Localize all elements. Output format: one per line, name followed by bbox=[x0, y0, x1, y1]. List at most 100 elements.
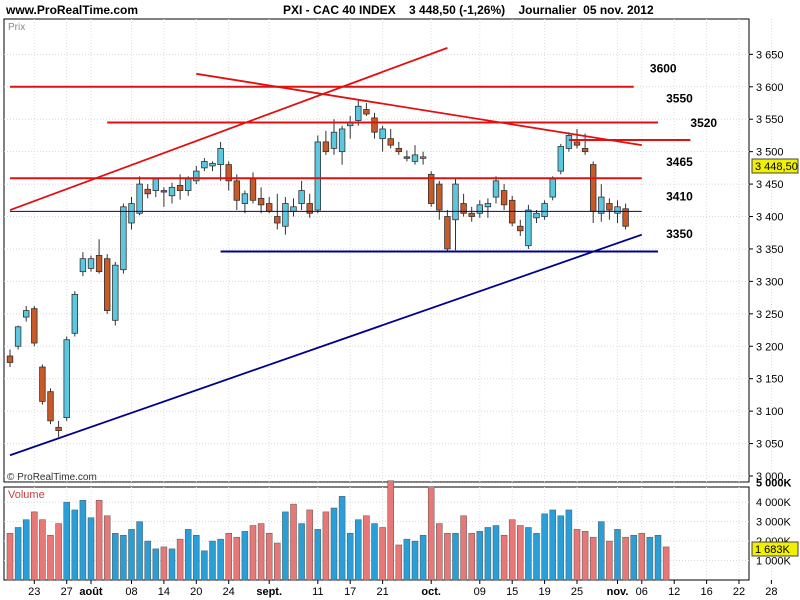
time-tick-label: 08 bbox=[125, 586, 137, 598]
volume-bar bbox=[379, 527, 386, 581]
candle-body bbox=[322, 141, 330, 153]
candle-body bbox=[136, 183, 143, 214]
volume-bar bbox=[508, 519, 516, 581]
volume-bar bbox=[557, 515, 565, 581]
volume-bar bbox=[144, 540, 151, 581]
volume-bar bbox=[128, 529, 135, 581]
volume-tick-label: 1 000K bbox=[756, 556, 792, 568]
volume-bar bbox=[241, 531, 249, 581]
volume-bar bbox=[452, 533, 459, 581]
volume-bar bbox=[614, 529, 621, 581]
volume-bar bbox=[363, 515, 370, 581]
candle-body bbox=[500, 190, 508, 206]
candle-body bbox=[225, 164, 232, 182]
time-tick-label: oct. bbox=[421, 586, 441, 598]
volume-bar bbox=[662, 546, 670, 581]
candle-body bbox=[355, 105, 362, 121]
trend-line bbox=[9, 233, 643, 457]
volume-bar bbox=[306, 509, 313, 581]
site-name: www.ProRealTime.com bbox=[6, 3, 139, 17]
volume-bar bbox=[598, 521, 605, 581]
volume-tick-label: 4 000K bbox=[756, 497, 792, 509]
candle-body bbox=[419, 156, 427, 159]
volume-bar bbox=[484, 527, 492, 581]
volume-bar bbox=[492, 525, 500, 581]
volume-bar bbox=[355, 519, 362, 581]
price-tick-label: 3 400 bbox=[756, 212, 784, 224]
volume-bar bbox=[71, 509, 79, 581]
time-tick-label: nov. bbox=[607, 586, 629, 598]
candle-body bbox=[31, 308, 38, 344]
volume-bar bbox=[184, 529, 192, 581]
time-tick-label: 28 bbox=[765, 586, 777, 598]
candle-body bbox=[581, 148, 589, 153]
volume-bar bbox=[371, 523, 378, 581]
volume-bar bbox=[622, 536, 629, 581]
trend-line bbox=[196, 72, 642, 147]
volume-bar bbox=[338, 496, 346, 581]
volume-bar bbox=[427, 486, 435, 581]
volume-bar bbox=[63, 501, 70, 581]
volume-bar bbox=[152, 548, 160, 581]
candle-body bbox=[573, 141, 581, 146]
candle-body bbox=[525, 209, 532, 247]
volume-bar bbox=[176, 538, 184, 581]
volume-bar bbox=[541, 513, 548, 581]
volume-bar bbox=[225, 533, 232, 581]
time-tick-label: 14 bbox=[158, 586, 170, 598]
candle-body bbox=[193, 170, 200, 182]
volume-bar bbox=[419, 534, 427, 581]
volume-bar bbox=[55, 523, 62, 581]
price-tick-label: 3 650 bbox=[756, 49, 784, 61]
candle-body bbox=[22, 310, 30, 318]
candle-body bbox=[63, 339, 70, 419]
volume-bar bbox=[476, 531, 484, 581]
volume-bar bbox=[193, 534, 200, 581]
price-tick-label: 3 300 bbox=[756, 276, 784, 288]
candle-body bbox=[290, 206, 297, 212]
time-tick-label: 12 bbox=[668, 586, 680, 598]
volume-bar bbox=[290, 503, 297, 581]
time-tick-label: 24 bbox=[223, 586, 235, 598]
candle-body bbox=[517, 225, 524, 232]
time-tick-label: 15 bbox=[506, 586, 518, 598]
candle-body bbox=[265, 203, 273, 212]
candle-body bbox=[533, 212, 540, 219]
time-tick-label: août bbox=[79, 586, 103, 598]
time-tick-label: 22 bbox=[733, 586, 745, 598]
volume-bar bbox=[87, 517, 95, 581]
volume-bar bbox=[549, 509, 556, 581]
volume-bar bbox=[500, 534, 508, 581]
time-tick-label: 23 bbox=[28, 586, 40, 598]
price-tick-label: 3 150 bbox=[756, 374, 784, 386]
candle-body bbox=[565, 135, 573, 149]
candle-body bbox=[176, 184, 184, 191]
volume-bar bbox=[217, 538, 224, 581]
level-label: 3465 bbox=[666, 155, 693, 169]
volume-bar bbox=[257, 523, 265, 581]
chart-header: PXI - CAC 40 INDEX 3 448,50 (-1,26%) Jou… bbox=[283, 3, 654, 17]
period-text: Journalier bbox=[518, 3, 577, 17]
svg-text:3 448,50: 3 448,50 bbox=[755, 161, 798, 173]
volume-bar bbox=[565, 509, 573, 581]
volume-bar bbox=[79, 499, 87, 581]
volume-bar bbox=[201, 550, 208, 581]
watermark: © ProRealTime.com bbox=[7, 472, 97, 483]
candle-body bbox=[55, 426, 62, 431]
candle-body bbox=[152, 178, 159, 191]
time-tick-label: 20 bbox=[190, 586, 202, 598]
volume-bar bbox=[581, 531, 589, 581]
volume-bar bbox=[282, 511, 289, 581]
candle-body bbox=[168, 186, 176, 197]
candle-body bbox=[403, 156, 411, 159]
candle-body bbox=[484, 203, 492, 208]
price-tick-label: 3 450 bbox=[756, 179, 784, 191]
candle-body bbox=[217, 148, 224, 166]
candle-body bbox=[79, 258, 87, 273]
candle-body bbox=[14, 326, 22, 347]
candle-body bbox=[387, 138, 394, 146]
candle-body bbox=[120, 206, 127, 271]
price-tick-label: 3 100 bbox=[756, 406, 784, 418]
volume-bar bbox=[120, 534, 127, 581]
